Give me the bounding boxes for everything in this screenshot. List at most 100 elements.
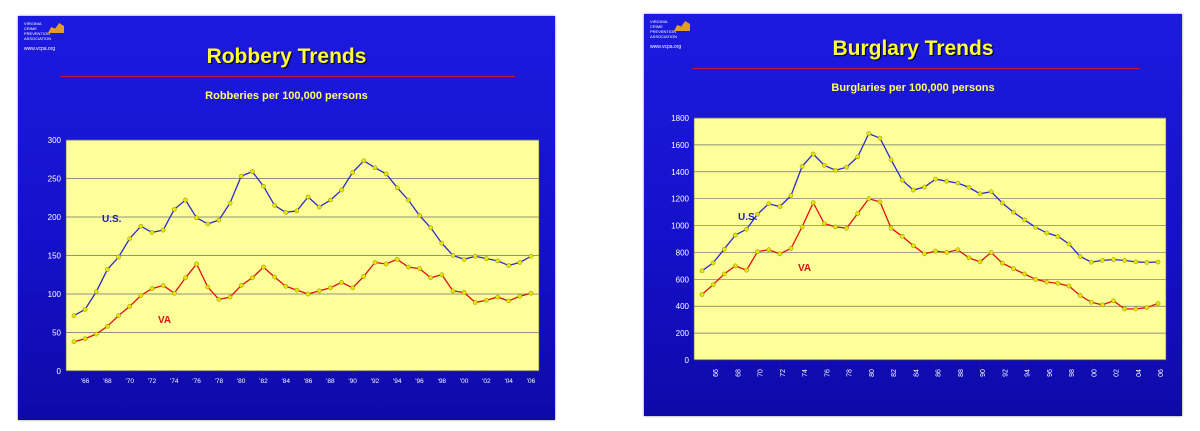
va-series-point xyxy=(977,259,983,265)
us-series-point xyxy=(339,187,344,193)
us-series-label: U.S. xyxy=(102,214,122,225)
plot-area xyxy=(693,117,1167,361)
va-series-point xyxy=(855,211,861,216)
x-tick-label: 84 xyxy=(913,369,920,377)
va-series-point xyxy=(183,275,188,281)
va-series-point xyxy=(1011,266,1016,271)
us-series-point xyxy=(699,268,705,274)
vcpa-logo-text: VIRGINIA CRIME PREVENTION ASSOCIATION xyxy=(650,19,680,39)
va-series-point xyxy=(71,339,77,345)
us-series-point xyxy=(506,263,512,268)
va-series-point xyxy=(899,233,905,239)
y-tick-label: 400 xyxy=(676,302,690,311)
vcpa-logo: VIRGINIA CRIME PREVENTION ASSOCIATION xyxy=(650,19,690,45)
x-tick-label: 04 xyxy=(1136,369,1143,377)
va-series-point xyxy=(406,264,411,270)
us-series-point xyxy=(105,267,110,272)
va-series-point xyxy=(999,260,1005,266)
x-tick-label: '94 xyxy=(393,378,402,385)
va-series-point xyxy=(105,323,110,329)
us-series-point xyxy=(183,197,188,203)
va-series-point xyxy=(699,292,705,297)
x-tick-label: 68 xyxy=(735,369,742,377)
us-series-point xyxy=(383,171,389,177)
us-series-point xyxy=(833,167,838,173)
us-series-point xyxy=(149,230,155,235)
y-tick-label: 1400 xyxy=(671,168,689,177)
va-series-point xyxy=(988,250,994,255)
va-series-point xyxy=(428,275,434,281)
va-series-point xyxy=(866,196,872,202)
x-tick-label: '90 xyxy=(348,378,357,385)
us-series-point xyxy=(1111,257,1116,262)
va-series-point xyxy=(350,285,356,291)
us-series-point xyxy=(71,313,77,318)
x-tick-label: '86 xyxy=(304,378,313,385)
us-series-point xyxy=(1144,260,1150,265)
x-tick-label: '68 xyxy=(103,378,112,385)
x-tick-label: '04 xyxy=(504,378,513,385)
y-tick-label: 1000 xyxy=(671,222,689,231)
us-series-point xyxy=(93,289,99,295)
us-series-point xyxy=(361,158,367,164)
va-series-point xyxy=(361,273,367,279)
va-series-point xyxy=(149,286,155,291)
va-series-point xyxy=(450,288,456,294)
us-series-point xyxy=(999,200,1005,206)
us-series-point xyxy=(417,213,422,218)
us-series-point xyxy=(799,164,805,169)
us-series-point xyxy=(283,210,289,215)
va-series-point xyxy=(744,267,749,273)
va-series-point xyxy=(755,249,760,254)
va-series-point xyxy=(160,283,166,288)
us-series-point xyxy=(261,183,266,189)
x-tick-label: '02 xyxy=(482,378,491,385)
va-series-point xyxy=(417,266,422,271)
y-tick-label: 0 xyxy=(685,356,690,365)
va-series-point xyxy=(721,271,727,277)
us-series-point xyxy=(910,187,916,193)
va-series-point xyxy=(272,274,277,280)
va-series-point xyxy=(484,297,489,303)
logo-line: VIRGINIA xyxy=(24,21,42,26)
va-series-point xyxy=(821,221,827,226)
logo-line: PREVENTION xyxy=(24,31,51,36)
x-tick-label: 96 xyxy=(1047,369,1054,377)
va-series-point xyxy=(517,293,523,299)
us-series-point xyxy=(238,173,244,179)
us-series-point xyxy=(517,260,523,265)
va-series-point xyxy=(339,280,344,285)
us-series-point xyxy=(821,162,827,168)
y-tick-label: 1200 xyxy=(671,195,689,204)
us-series-point xyxy=(171,206,177,212)
x-tick-label: '76 xyxy=(192,378,201,385)
us-series-point xyxy=(294,208,300,214)
logo-line: VIRGINIA xyxy=(650,19,668,24)
website-url: www.vcpa.org xyxy=(24,46,56,52)
robbery-chart: 0 50 100 150 200 250 300 '66 '68 '70 '72 '74 '76 '78 '… xyxy=(48,136,540,385)
va-series-point xyxy=(249,275,255,281)
us-series-point xyxy=(1133,259,1139,265)
us-series-point xyxy=(1011,209,1016,215)
us-series-point xyxy=(810,151,816,157)
us-series-point xyxy=(528,253,534,259)
us-series-point xyxy=(1055,234,1061,239)
va-series-point xyxy=(472,300,478,305)
va-series-point xyxy=(82,336,88,342)
va-series-point xyxy=(1044,279,1050,285)
burglary-trends-slide: VIRGINIA CRIME PREVENTION ASSOCIATION ww… xyxy=(644,14,1182,416)
us-series-point xyxy=(988,189,994,195)
x-tick-label: 70 xyxy=(758,369,765,377)
us-series-point xyxy=(1077,254,1083,259)
us-series-point xyxy=(272,203,277,208)
virginia-map-icon xyxy=(674,21,690,31)
va-series-label: VA xyxy=(158,315,171,326)
us-series-point xyxy=(138,223,144,229)
va-series-point xyxy=(495,294,500,300)
va-series-point xyxy=(788,246,794,251)
y-tick-label: 800 xyxy=(676,248,690,257)
chart-subtitle: Robberies per 100,000 persons xyxy=(205,90,368,102)
us-series-point xyxy=(855,154,861,160)
x-tick-label: '70 xyxy=(125,378,134,385)
va-series-point xyxy=(439,272,445,278)
